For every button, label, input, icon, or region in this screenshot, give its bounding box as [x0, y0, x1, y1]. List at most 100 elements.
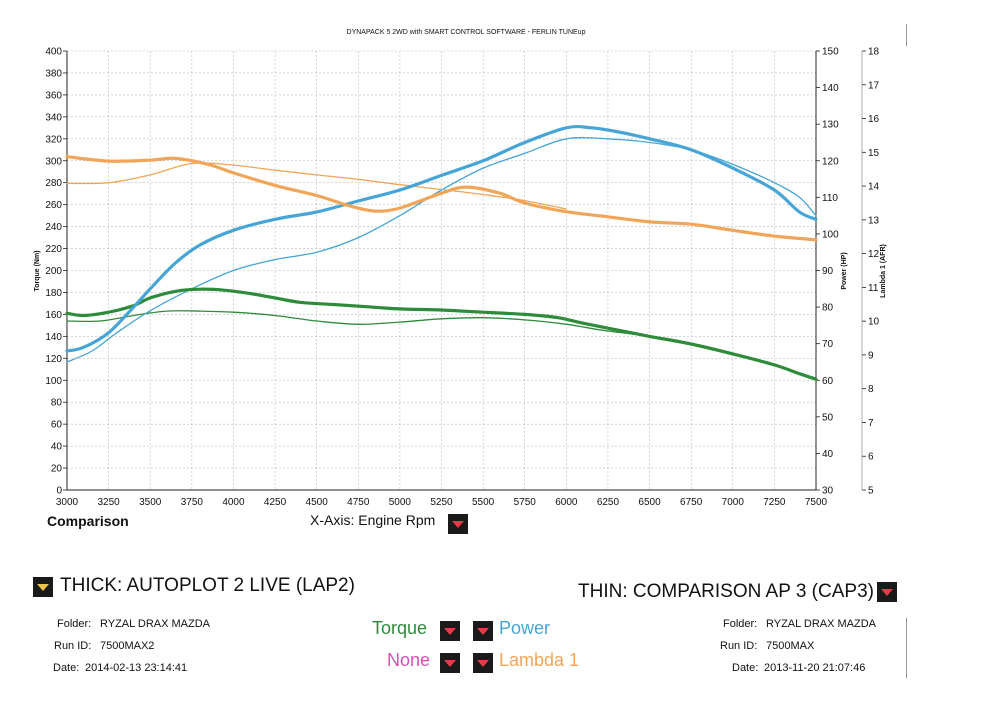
- thick-run-dropdown-button[interactable]: [33, 577, 53, 597]
- torque-tick-label: 300: [45, 156, 62, 167]
- lambda-tick-label: 13: [868, 215, 880, 226]
- left-run-id-value: 7500MAX2: [100, 640, 155, 652]
- power-tick-label: 40: [822, 449, 834, 460]
- power-channel-dropdown[interactable]: [473, 621, 493, 641]
- lambda-tick-label: 12: [868, 249, 880, 260]
- torque-tick-label: 180: [45, 288, 62, 299]
- lambda-tick-label: 14: [868, 182, 880, 193]
- torque-tick-label: 40: [51, 442, 63, 453]
- chevron-down-icon: [37, 583, 49, 591]
- lambda-thick-line: [65, 155, 818, 242]
- x-tick-label: 4750: [347, 497, 370, 508]
- power-tick-label: 100: [822, 229, 839, 240]
- lambda-tick-label: 5: [868, 486, 874, 497]
- edge-line-top: [906, 24, 907, 46]
- x-tick-label: 5000: [389, 497, 412, 508]
- none-channel-dropdown[interactable]: [440, 653, 460, 673]
- power-tick-label: 120: [822, 156, 839, 167]
- power-tick-label: 130: [822, 120, 839, 131]
- torque-tick-label: 240: [45, 222, 62, 233]
- x-tick-label: 4500: [306, 497, 329, 508]
- power-tick-label: 150: [822, 47, 839, 58]
- left-date-value: 2014-02-13 23:14:41: [85, 662, 188, 674]
- torque-tick-label: 280: [45, 178, 62, 189]
- legend-none: None: [387, 650, 431, 670]
- power-thick-line: [65, 124, 818, 353]
- x-tick-label: 4250: [264, 497, 287, 508]
- chevron-down-icon: [444, 659, 456, 667]
- x-tick-label: 3500: [139, 497, 162, 508]
- lambda-tick-label: 15: [868, 148, 880, 159]
- chevron-down-icon: [881, 588, 893, 596]
- series-layer: [65, 124, 818, 381]
- chevron-down-icon: [477, 627, 489, 635]
- lambda-tick-label: 7: [868, 418, 874, 429]
- torque-tick-label: 0: [56, 486, 62, 497]
- x-tick-label: 5250: [430, 497, 453, 508]
- lambda-channel-dropdown[interactable]: [473, 653, 493, 673]
- x-tick-label: 7250: [763, 497, 786, 508]
- power-tick-label: 30: [822, 486, 834, 497]
- torque-tick-label: 80: [51, 398, 63, 409]
- thick-run-title: THICK: AUTOPLOT 2 LIVE (LAP2): [60, 575, 355, 596]
- torque-channel-dropdown[interactable]: [440, 621, 460, 641]
- legend-lambda: Lambda 1: [499, 650, 580, 670]
- x-tick-label: 5750: [514, 497, 537, 508]
- x-tick-label: 3000: [56, 497, 79, 508]
- torque-axis-label: Torque (Nm): [34, 250, 41, 291]
- torque-tick-label: 380: [45, 68, 62, 79]
- x-tick-label: 4000: [222, 497, 245, 508]
- torque-tick-label: 200: [45, 266, 62, 277]
- torque-tick-label: 220: [45, 244, 62, 255]
- power-tick-label: 90: [822, 266, 834, 277]
- lambda-tick-label: 16: [868, 114, 880, 125]
- torque-tick-label: 60: [51, 420, 63, 431]
- torque-tick-label: 360: [45, 90, 62, 101]
- lambda-tick-label: 10: [868, 317, 880, 328]
- left-folder-label: Folder:: [57, 618, 92, 630]
- edge-line-bottom: [906, 618, 907, 678]
- x-tick-label: 6750: [680, 497, 703, 508]
- torque-tick-label: 160: [45, 310, 62, 321]
- thin-run-title: THIN: COMPARISON AP 3 (CAP3): [578, 581, 874, 602]
- x-tick-label: 6500: [638, 497, 661, 508]
- power-axis-label: Power (HP): [841, 252, 848, 289]
- right-folder-value: RYZAL DRAX MAZDA: [766, 618, 877, 630]
- left-date-label: Date:: [53, 662, 80, 674]
- torque-tick-label: 140: [45, 332, 62, 343]
- x-tick-label: 7500: [805, 497, 828, 508]
- right-run-id-value: 7500MAX: [766, 640, 815, 652]
- power-tick-label: 70: [822, 339, 834, 350]
- xaxis-dropdown-button[interactable]: [448, 514, 468, 534]
- chart-title: DYNAPACK 5 2WD with SMART CONTROL SOFTWA…: [347, 29, 586, 36]
- lambda-thin-line: [66, 162, 567, 210]
- xaxis-selector-label: X-Axis: Engine Rpm: [310, 512, 436, 528]
- grid: [66, 50, 817, 491]
- lambda-tick-label: 17: [868, 80, 880, 91]
- x-tick-label: 3750: [181, 497, 204, 508]
- right-date-label: Date:: [732, 662, 759, 674]
- chevron-down-icon: [444, 627, 456, 635]
- x-tick-label: 6250: [597, 497, 620, 508]
- right-folder-label: Folder:: [723, 618, 758, 630]
- lambda-tick-label: 18: [868, 47, 880, 58]
- torque-tick-label: 260: [45, 200, 62, 211]
- torque-tick-label: 20: [51, 464, 63, 475]
- legend-torque: Torque: [372, 618, 428, 638]
- lambda-tick-label: 9: [868, 350, 874, 361]
- legend-power: Power: [499, 618, 551, 638]
- thin-run-dropdown-button[interactable]: [877, 582, 897, 602]
- torque-tick-label: 400: [45, 47, 62, 58]
- chevron-down-icon: [452, 520, 464, 528]
- chevron-down-icon: [477, 659, 489, 667]
- lambda-tick-label: 8: [868, 384, 874, 395]
- torque-thin-line: [66, 310, 634, 335]
- torque-tick-label: 340: [45, 112, 62, 123]
- x-tick-label: 6000: [555, 497, 578, 508]
- axes: 3000 3250 3500 3750 4000 4250 4500 4750 5000 5250…: [45, 47, 879, 509]
- power-tick-label: 50: [822, 412, 834, 423]
- lambda-axis-label: Lambda 1 (AFR): [880, 244, 887, 298]
- comparison-label: Comparison: [47, 513, 129, 529]
- power-tick-label: 60: [822, 376, 834, 387]
